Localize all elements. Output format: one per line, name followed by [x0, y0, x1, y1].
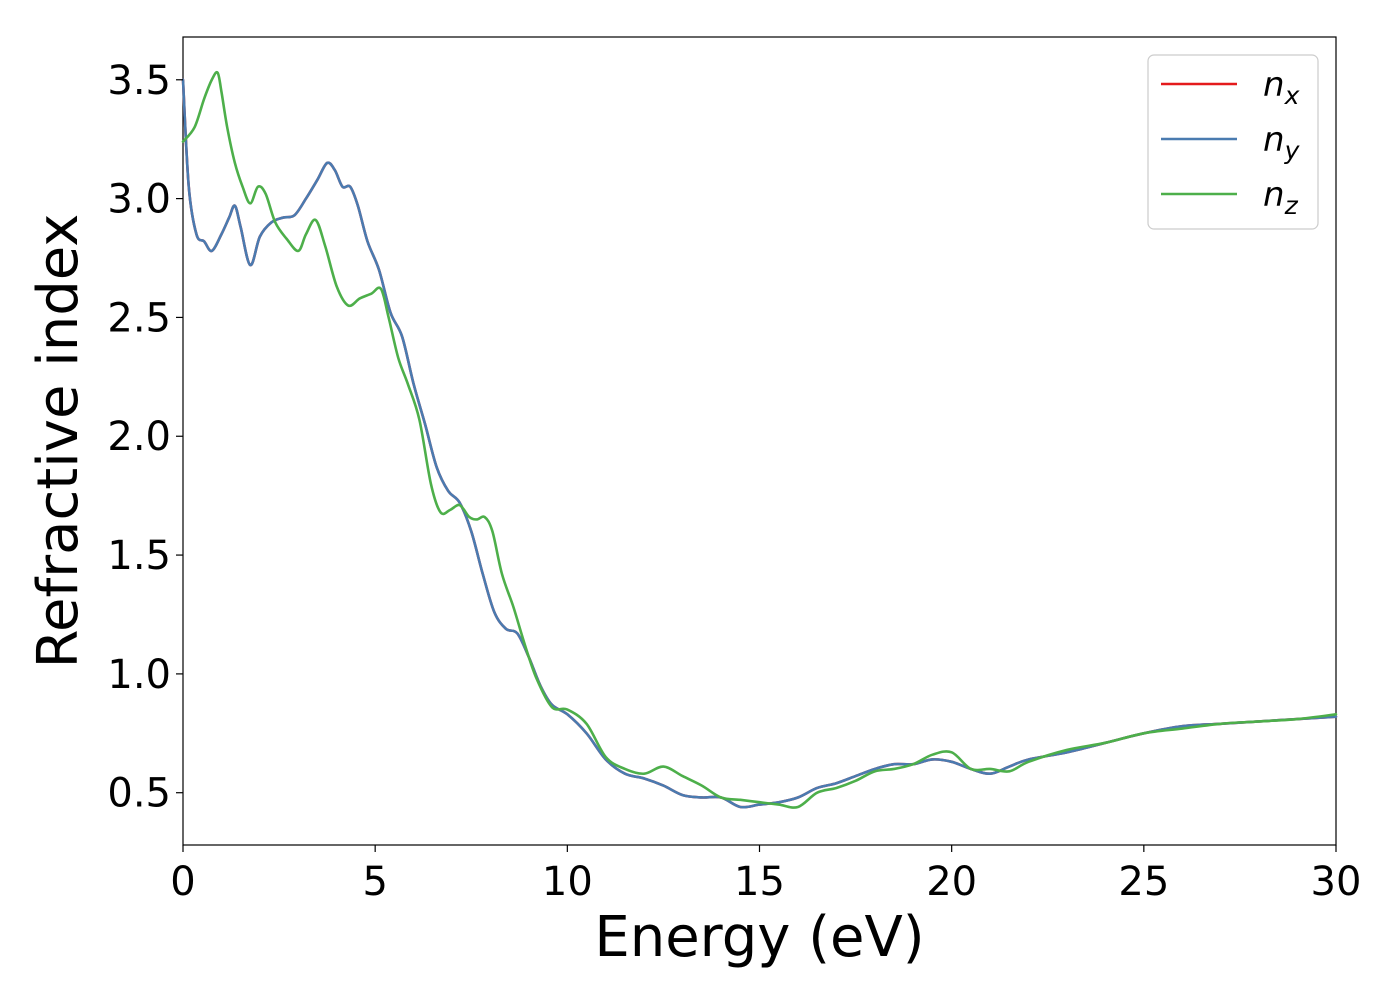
legend-label-nx: nx [1263, 65, 1300, 110]
series-line-nz [181, 70, 1338, 809]
x-tick-label: 25 [1118, 859, 1169, 905]
legend-label-nz: nz [1263, 175, 1299, 220]
x-axis-label: Energy (eV) [594, 905, 924, 970]
x-axis-ticks: 0 5 10 15 20 25 30 [170, 845, 1361, 905]
x-tick-label: 15 [734, 859, 785, 905]
series-layer [181, 70, 1338, 809]
y-axis-label: Refractive index [26, 214, 91, 669]
y-tick-label: 2.0 [107, 414, 171, 460]
x-tick-label: 0 [170, 859, 195, 905]
y-tick-label: 0.5 [107, 771, 171, 817]
legend-label-ny: ny [1263, 120, 1301, 165]
y-tick-label: 3.0 [107, 177, 171, 223]
y-tick-label: 3.5 [107, 58, 171, 104]
y-axis-ticks: 0.5 1.0 1.5 2.0 2.5 3.0 3.5 [107, 58, 183, 817]
x-tick-label: 10 [542, 859, 593, 905]
y-tick-label: 2.5 [107, 295, 171, 341]
y-tick-label: 1.5 [107, 533, 171, 579]
legend: nx ny nz [1147, 54, 1319, 230]
x-tick-label: 20 [926, 859, 977, 905]
x-tick-label: 5 [362, 859, 387, 905]
x-tick-label: 30 [1311, 859, 1362, 905]
y-tick-label: 1.0 [107, 652, 171, 698]
legend-box [1147, 54, 1319, 230]
